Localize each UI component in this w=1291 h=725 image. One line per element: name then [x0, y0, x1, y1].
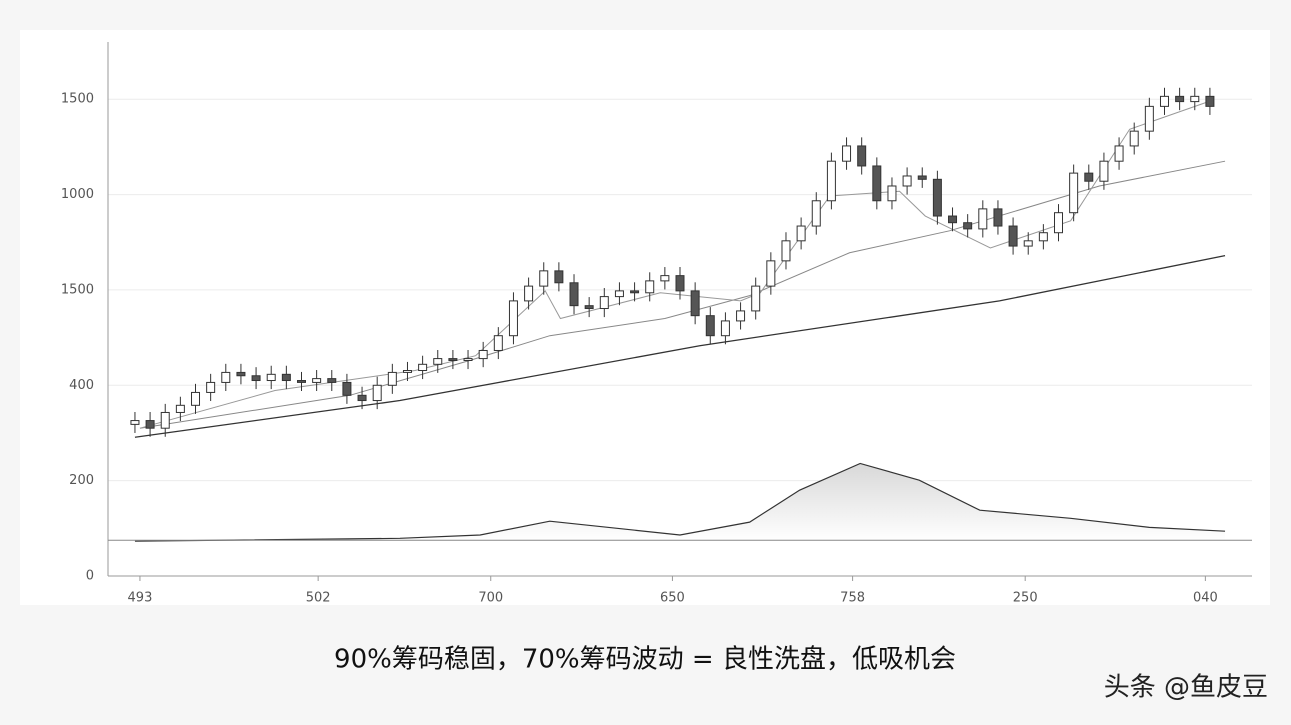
candle-body	[493, 335, 503, 351]
candle-body	[266, 373, 276, 382]
candle-body	[1054, 212, 1064, 234]
candle-body	[993, 208, 1003, 227]
y-tick-label: 1500	[61, 282, 94, 297]
candle-body	[524, 285, 534, 302]
candle-body	[539, 270, 549, 287]
candle-body	[281, 373, 291, 382]
trend-line	[139, 160, 1226, 429]
candle-body	[978, 208, 988, 230]
candle-body	[826, 160, 836, 202]
y-tick-label: 0	[86, 569, 94, 584]
candle-body	[130, 420, 140, 425]
candle-body	[614, 290, 624, 298]
candle-body	[948, 215, 958, 224]
x-tick-label: 040	[1193, 591, 1218, 606]
candle-body	[1069, 172, 1079, 214]
x-tick-label: 250	[1013, 591, 1038, 606]
candle-body	[433, 358, 443, 365]
candle-body	[1038, 232, 1048, 242]
candle-body	[660, 275, 670, 282]
candle-body	[145, 420, 155, 429]
candle-body	[645, 280, 655, 294]
candle-body	[705, 315, 715, 337]
candle-body	[251, 375, 261, 382]
candle-body	[1114, 145, 1124, 162]
candle-body	[236, 371, 246, 377]
candle-body	[508, 300, 518, 337]
candle-body	[751, 285, 761, 312]
y-tick-label: 200	[69, 473, 94, 488]
y-tick-label: 400	[69, 378, 94, 393]
candle-body	[296, 380, 306, 383]
candle-body	[221, 371, 231, 383]
candle-body	[902, 175, 912, 187]
candle-body	[1099, 160, 1109, 182]
candle-body	[1084, 172, 1094, 182]
caption: 90%筹码稳固，70%筹码波动 = 良性洗盘，低吸机会	[334, 645, 956, 675]
candle-body	[675, 275, 685, 292]
candle-body	[312, 378, 322, 383]
candle-body	[191, 391, 201, 406]
trend-line	[134, 254, 1226, 438]
candle-body	[1008, 225, 1018, 247]
candle-body	[1144, 105, 1154, 132]
candle-body	[781, 240, 791, 262]
candle-body	[766, 260, 776, 287]
candle-body	[1205, 95, 1215, 107]
candle-body	[932, 178, 942, 217]
candle-body	[811, 200, 821, 227]
candle-body	[448, 358, 458, 361]
trend-line	[139, 100, 1211, 429]
candle-body	[796, 225, 806, 242]
plot-background	[20, 30, 1270, 605]
candle-body	[387, 371, 397, 386]
candle-body	[630, 290, 640, 294]
candle-body	[342, 381, 352, 396]
candle-body	[887, 185, 897, 202]
candle-body	[1175, 95, 1185, 103]
candle-body	[569, 282, 579, 307]
distribution-area	[134, 463, 1226, 542]
candle-body	[372, 384, 382, 402]
x-tick-label: 700	[478, 591, 503, 606]
candle-body	[1023, 240, 1033, 247]
candle-body	[1129, 130, 1139, 147]
candle-body	[206, 381, 216, 393]
y-tick-label: 1500	[61, 92, 94, 107]
watermark: 头条 @鱼皮豆	[1104, 673, 1268, 703]
candle-body	[584, 305, 594, 310]
candle-body	[160, 411, 170, 429]
candle-body	[963, 222, 973, 230]
x-tick-label: 493	[128, 591, 153, 606]
x-tick-label: 502	[306, 591, 331, 606]
x-tick-label: 758	[840, 591, 865, 606]
candle-body	[690, 290, 700, 317]
candle-body	[357, 394, 367, 402]
candle-body	[1159, 95, 1169, 107]
distribution-line	[134, 462, 1226, 542]
candle-body	[478, 349, 488, 360]
y-tick-label: 1000	[61, 187, 94, 202]
candle-body	[327, 378, 337, 383]
candle-body	[736, 310, 746, 322]
candle-body	[463, 358, 473, 361]
candle-body	[842, 145, 852, 162]
x-tick-label: 650	[660, 591, 685, 606]
candle-body	[418, 363, 428, 372]
candle-body	[857, 145, 867, 167]
candle-body	[599, 296, 609, 310]
candle-body	[554, 270, 564, 284]
candle-body	[720, 320, 730, 337]
candle-body	[872, 165, 882, 202]
candle-body	[175, 404, 185, 413]
candle-body	[917, 175, 927, 180]
candle-body	[1190, 95, 1200, 103]
candle-body	[402, 370, 412, 373]
